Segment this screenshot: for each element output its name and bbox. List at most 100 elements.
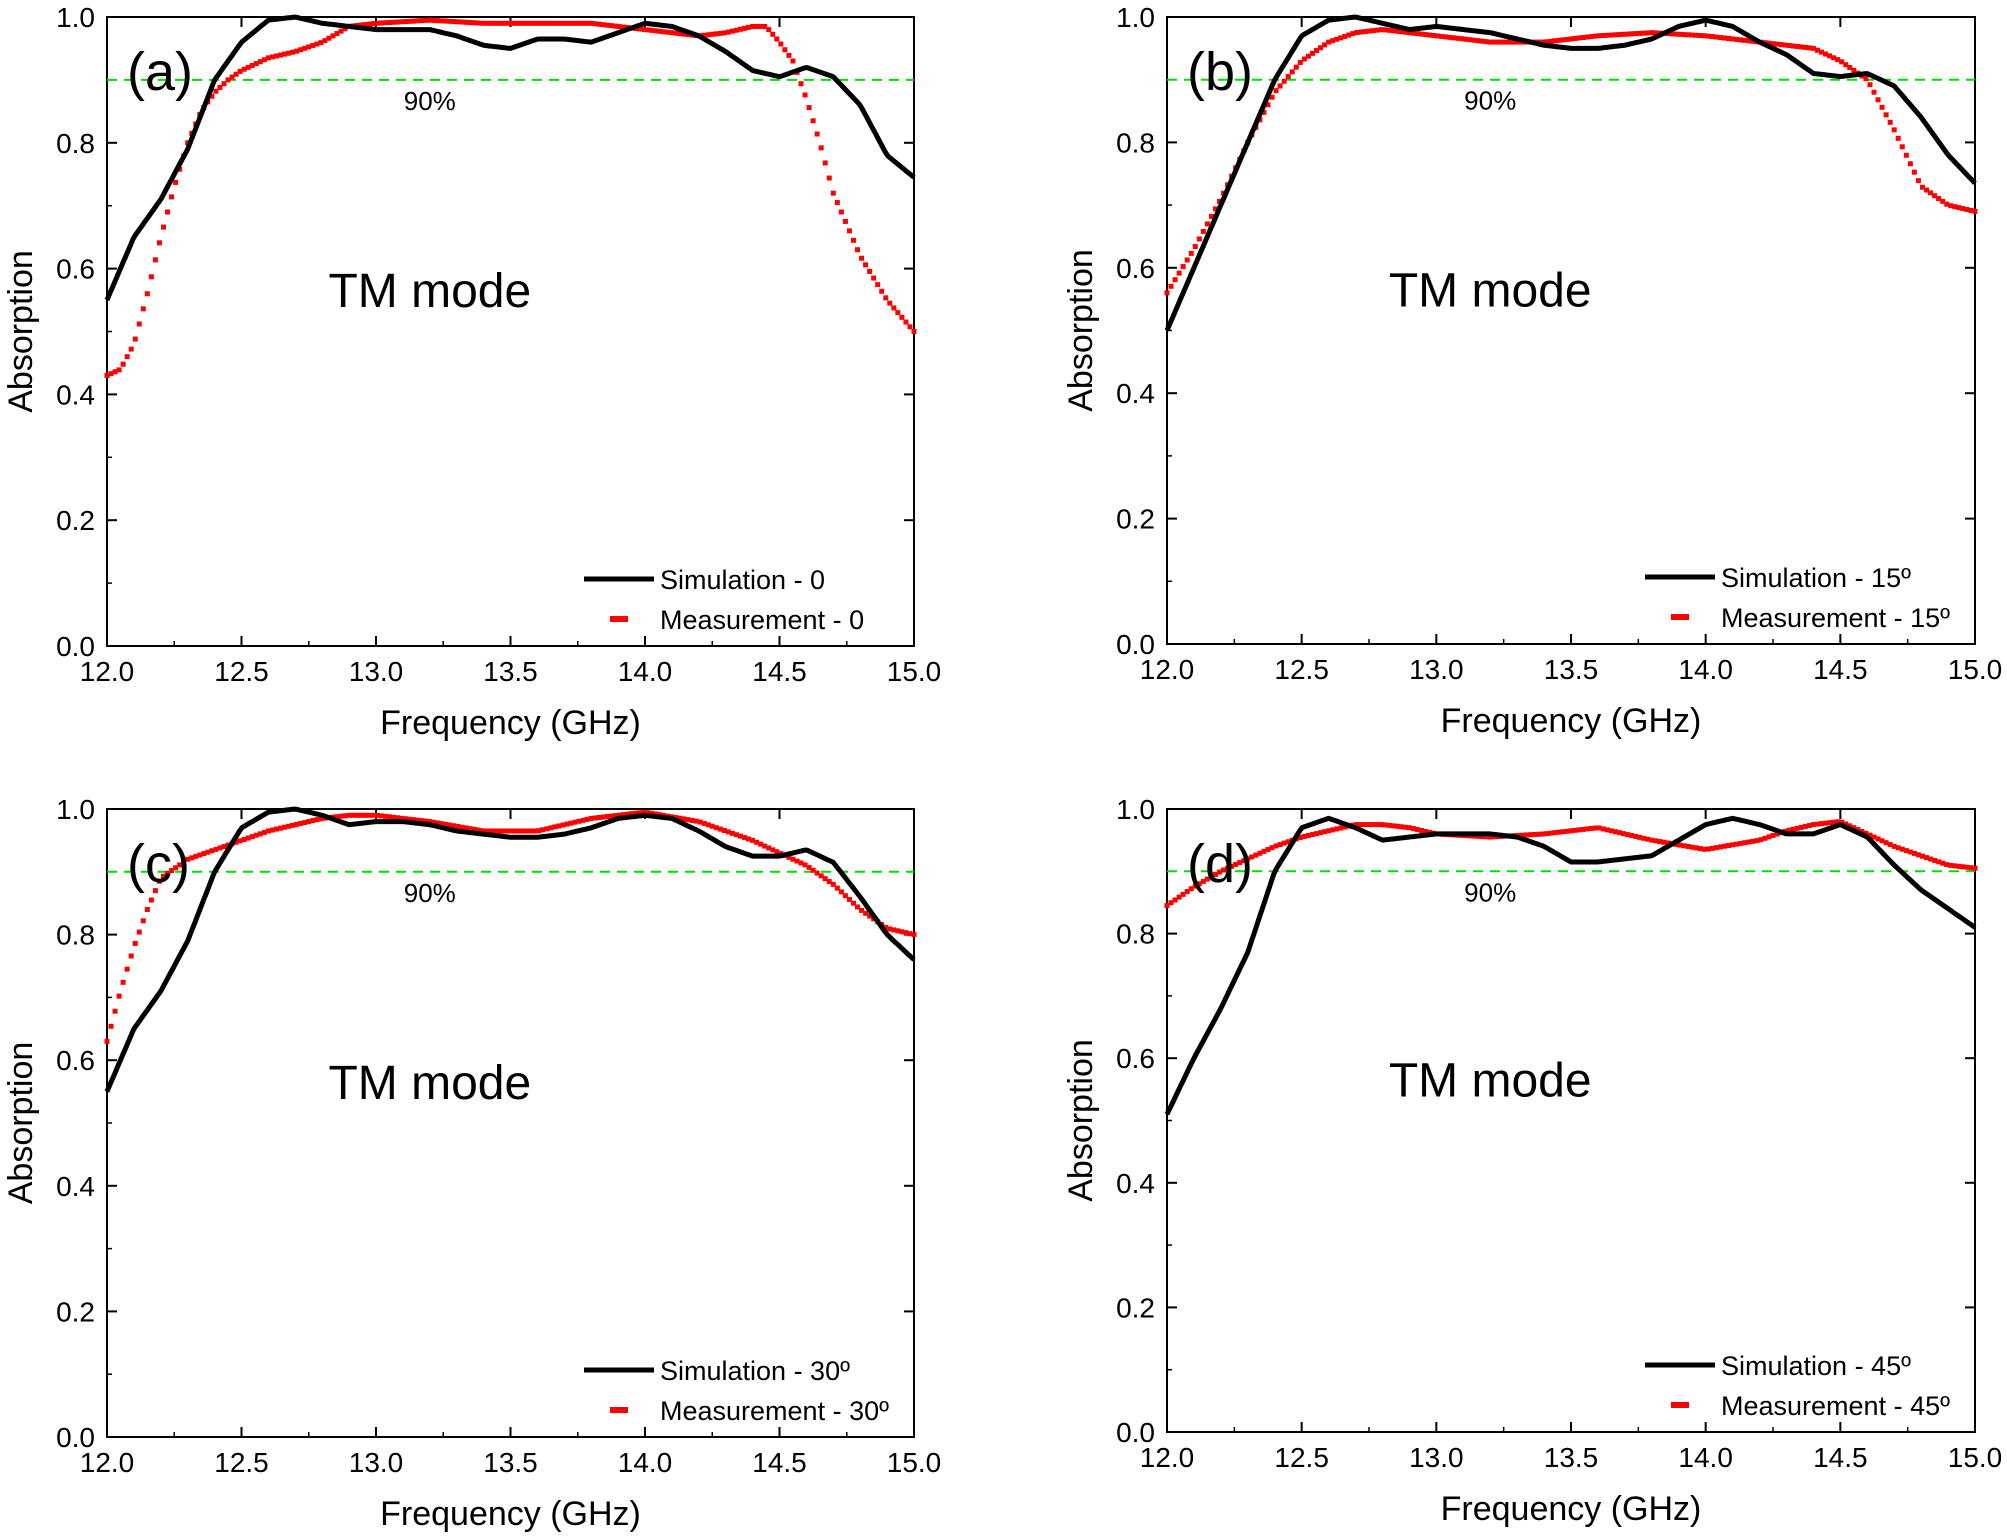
- measurement-point: [1358, 29, 1364, 35]
- measurement-point: [1410, 30, 1416, 36]
- legend-measurement-swatch: [1683, 1402, 1689, 1408]
- measurement-point: [1625, 31, 1631, 37]
- measurement-point: [491, 828, 497, 834]
- measurement-point: [1491, 39, 1497, 45]
- measurement-point: [411, 817, 417, 823]
- measurement-point: [1313, 831, 1319, 837]
- measurement-point: [1693, 845, 1699, 851]
- x-tick-label: 13.0: [1409, 654, 1464, 685]
- measurement-point: [1459, 36, 1465, 42]
- measurement-point: [657, 28, 663, 34]
- measurement-point: [318, 816, 324, 822]
- measurement-point: [1196, 236, 1202, 242]
- measurement-point: [1564, 828, 1570, 834]
- y-tick-label: 0.0: [56, 631, 95, 662]
- measurement-point: [1346, 32, 1352, 38]
- measurement-point: [1406, 825, 1412, 831]
- measurement-point: [1475, 38, 1481, 44]
- measurement-point: [1370, 28, 1376, 34]
- measurement-point: [576, 20, 582, 26]
- measurement-point: [1394, 28, 1400, 34]
- measurement-point: [1604, 32, 1610, 38]
- measurement-point: [431, 819, 437, 825]
- measurement-point: [798, 81, 804, 87]
- measurement-point: [883, 295, 889, 301]
- measurement-point: [181, 859, 187, 865]
- measurement-point: [326, 35, 332, 41]
- measurement-point: [875, 282, 881, 288]
- measurement-point: [1229, 863, 1235, 869]
- y-tick-label: 0.2: [56, 1296, 95, 1327]
- measurement-point: [399, 19, 405, 25]
- plot-frame: [106, 808, 915, 1438]
- measurement-point: [1891, 127, 1897, 133]
- measurement-point: [1600, 32, 1606, 38]
- measurement-point: [754, 839, 760, 845]
- measurement-point: [395, 815, 401, 821]
- measurement-point: [261, 57, 267, 63]
- measurement-point: [1588, 34, 1594, 40]
- measurement-point: [1556, 37, 1562, 43]
- measurement-point: [399, 815, 405, 821]
- mode-label: TM mode: [328, 1057, 531, 1110]
- measurement-point: [830, 881, 836, 887]
- measurement-point: [673, 30, 679, 36]
- measurement-point: [1616, 830, 1622, 836]
- plot-frame: [1166, 16, 1976, 645]
- measurement-point: [1322, 829, 1328, 835]
- measurement-point: [1940, 198, 1946, 204]
- measurement-point: [1722, 843, 1728, 849]
- measurement-point: [596, 814, 602, 820]
- measurement-point: [386, 814, 392, 820]
- measurement-point: [778, 41, 784, 47]
- measurement-point: [225, 77, 231, 83]
- measurement-point: [1192, 883, 1198, 889]
- measurement-point: [1596, 825, 1602, 831]
- measurement-point: [217, 84, 223, 90]
- measurement-point: [1285, 74, 1291, 80]
- measurement-point: [721, 828, 727, 834]
- x-tick-label: 12.0: [80, 1447, 135, 1478]
- measurement-point: [887, 300, 893, 306]
- measurement-point: [1653, 838, 1659, 844]
- measurement-point: [407, 18, 413, 24]
- measurement-point: [209, 93, 215, 99]
- measurement-point: [1689, 844, 1695, 850]
- measurement-point: [415, 18, 421, 24]
- measurement-point: [1544, 831, 1550, 837]
- measurement-point: [1378, 822, 1384, 828]
- measurement-point: [1455, 35, 1461, 41]
- measurement-point: [1362, 822, 1368, 828]
- measurement-point: [1883, 840, 1889, 846]
- measurement-point: [1200, 228, 1206, 234]
- measurement-point: [1305, 53, 1311, 59]
- measurement-point: [1952, 204, 1958, 210]
- measurement-point: [1390, 823, 1396, 829]
- measurement-point: [104, 1038, 110, 1044]
- measurement-point: [1972, 865, 1978, 871]
- measurement-point: [1705, 33, 1711, 39]
- chart-panel-d: 12.0 12.5 13.0 13.5 14.0 14.5 15.0 0.0 0.2 0.4 0.6…: [1062, 794, 2002, 1528]
- measurement-point: [415, 817, 421, 823]
- measurement-point: [286, 50, 292, 56]
- measurement-point: [1479, 834, 1485, 840]
- measurement-point: [838, 889, 844, 895]
- measurement-point: [520, 828, 526, 834]
- measurement-point: [1665, 840, 1671, 846]
- measurement-point: [863, 910, 869, 916]
- measurement-point: [322, 38, 328, 44]
- measurement-point: [1406, 30, 1412, 36]
- measurement-point: [156, 878, 162, 884]
- y-tick-label: 0.8: [1116, 919, 1155, 950]
- measurement-point: [1887, 842, 1893, 848]
- measurement-point: [471, 20, 477, 26]
- measurement-point: [564, 821, 570, 827]
- measurement-point: [701, 32, 707, 38]
- measurement-point: [701, 820, 707, 826]
- measurement-point: [467, 826, 473, 832]
- measurement-point: [1940, 860, 1946, 866]
- measurement-point: [294, 821, 300, 827]
- reference-line-label: 90%: [1464, 86, 1516, 116]
- measurement-point: [1657, 839, 1663, 845]
- panel-label: (d): [1187, 834, 1253, 894]
